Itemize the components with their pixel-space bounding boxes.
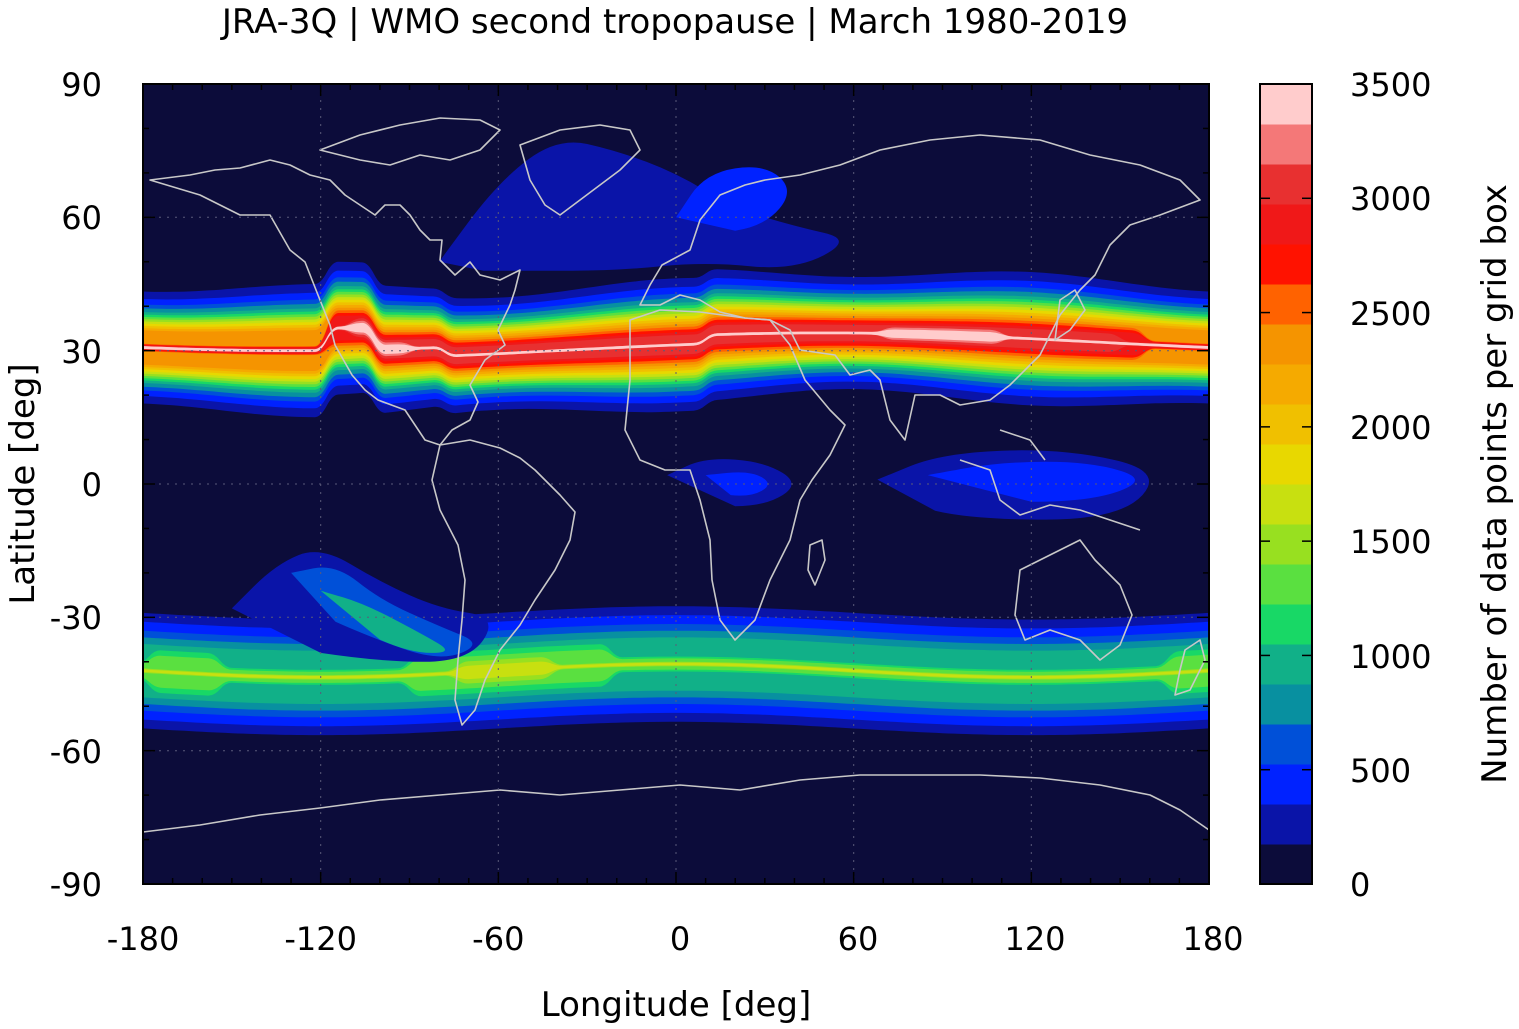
- colorbar-tick-label: 0: [1350, 866, 1370, 904]
- nh-band-level-19: [143, 322, 1209, 358]
- y-tick-label: 90: [61, 66, 102, 104]
- colorbar-segment: [1260, 404, 1312, 445]
- coast-south-america: [431, 439, 576, 726]
- coast-greenland: [519, 124, 641, 216]
- x-tick-label: 60: [838, 920, 879, 958]
- sh-band-level-9: [143, 661, 1209, 680]
- x-axis-label: Longitude [deg]: [541, 985, 812, 1025]
- colorbar-segment: [1260, 604, 1312, 645]
- y-tick-label: -60: [50, 733, 102, 771]
- coast-europe-asia: [639, 134, 1201, 441]
- x-tick-label: 180: [1182, 920, 1243, 958]
- sh-pacific-extension-3: [320, 590, 446, 653]
- colorbar-segment: [1260, 844, 1312, 885]
- colorbar-segment: [1260, 764, 1312, 805]
- sh-band-level-7: [143, 649, 1209, 691]
- colorbar-segment: [1260, 124, 1312, 165]
- colorbar-tick-label: 1000: [1350, 638, 1431, 676]
- y-tick-label: -90: [50, 866, 102, 904]
- colorbar-segment: [1260, 644, 1312, 685]
- y-tick-label: 0: [82, 466, 102, 504]
- colorbar-label: Number of data points per grid box: [1475, 184, 1515, 784]
- colorbar-segment: [1260, 84, 1312, 125]
- plot-frame: [142, 83, 1210, 885]
- colorbar: [1259, 83, 1313, 885]
- colorbar-segment: [1260, 804, 1312, 845]
- x-tick-label: -60: [472, 920, 524, 958]
- coast-madagascar: [807, 539, 826, 586]
- x-tick-label: -120: [284, 920, 357, 958]
- coastlines: [143, 117, 1209, 833]
- grid-lines: [143, 84, 1209, 884]
- coast-africa: [624, 309, 846, 641]
- colorbar-segment: [1260, 724, 1312, 765]
- nh-north-atlantic-extension: [439, 142, 839, 271]
- colorbar-tick-label: 500: [1350, 752, 1411, 790]
- x-tick-label: 120: [1004, 920, 1065, 958]
- colorbar-frame: [1259, 83, 1313, 885]
- colorbar-tick-label: 2500: [1350, 295, 1431, 333]
- colorbar-segment: [1260, 204, 1312, 245]
- sh-pacific-extension-2: [291, 567, 473, 657]
- colorbar-segment: [1260, 324, 1312, 365]
- colorbar-segment: [1260, 484, 1312, 525]
- coast-arctic-islands: [319, 117, 501, 166]
- colorbar-segment: [1260, 444, 1312, 485]
- colorbar-segment: [1260, 524, 1312, 565]
- coast-maritime-islands: [959, 429, 1141, 531]
- y-axis-label: Latitude [deg]: [3, 363, 43, 604]
- colorbar-segment: [1260, 284, 1312, 325]
- sh-band-level-8: [143, 657, 1209, 684]
- colorbar-tick-label: 3500: [1350, 66, 1431, 104]
- coast-antarctica: [143, 774, 1209, 833]
- colorbar-segment: [1260, 564, 1312, 605]
- coast-north-america: [149, 159, 521, 446]
- colorbar-tick-label: 3000: [1350, 180, 1431, 218]
- colorbar-segment: [1260, 364, 1312, 405]
- colorbar-tick-label: 1500: [1350, 523, 1431, 561]
- x-tick-label: -180: [107, 920, 180, 958]
- maritime-continent-inner: [927, 461, 1135, 502]
- coast-japan: [1054, 289, 1086, 341]
- coast-new-zealand: [1174, 639, 1206, 696]
- chart-title: JRA-3Q | WMO second tropopause | March 1…: [220, 2, 1128, 42]
- colorbar-segment: [1260, 244, 1312, 285]
- colorbar-tick-label: 2000: [1350, 409, 1431, 447]
- y-tick-label: 30: [61, 333, 102, 371]
- colorbar-segment: [1260, 684, 1312, 725]
- coast-australia: [1014, 539, 1133, 661]
- plot-area: [142, 83, 1210, 885]
- y-tick-label: 60: [61, 199, 102, 237]
- x-tick-label: 0: [670, 920, 690, 958]
- y-tick-label: -30: [50, 599, 102, 637]
